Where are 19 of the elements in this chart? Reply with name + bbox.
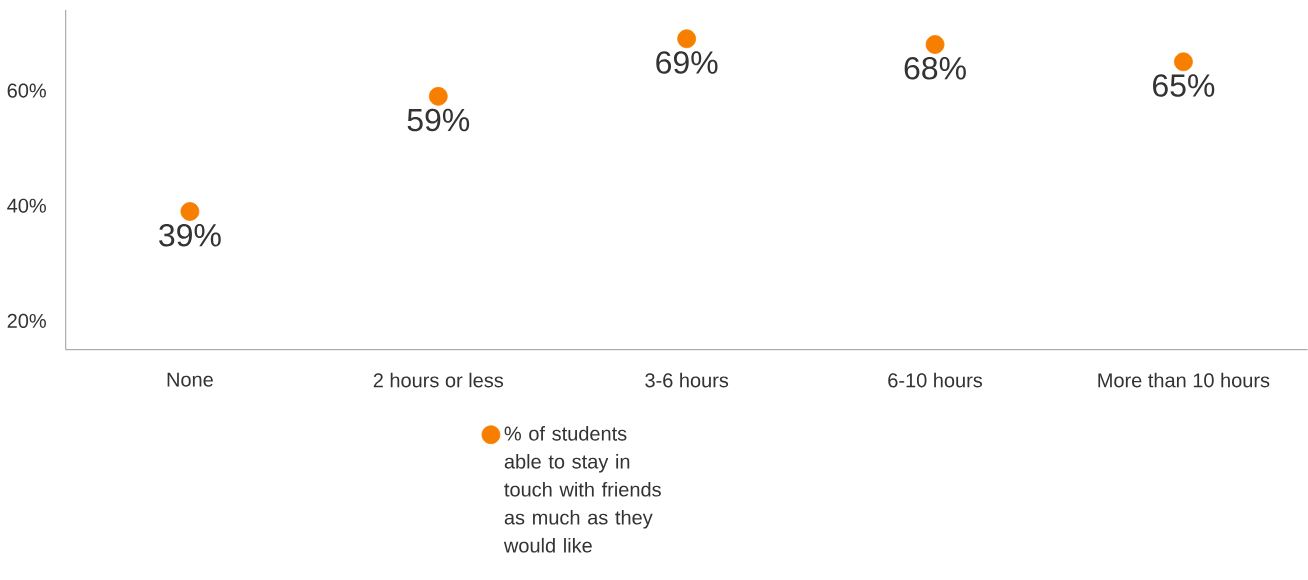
point — [925, 34, 945, 54]
data-label: 59% — [407, 108, 470, 132]
point — [180, 201, 200, 221]
x-tick-label: 6-10 hours — [888, 372, 983, 388]
x-tick-label: 3-6 hours — [645, 372, 729, 388]
x-tick-label: 2 hours or less — [373, 372, 504, 388]
point — [428, 86, 448, 106]
data-label: 69% — [656, 50, 718, 74]
y-tick-label: 60% — [7, 83, 46, 98]
point — [1174, 52, 1193, 71]
y-tick-label: 40% — [7, 198, 46, 213]
x-tick-label: More than 10 hours — [1098, 372, 1270, 388]
data-label: 65% — [1153, 73, 1215, 97]
legend-label: % of students able to stay in touch with friends as much as they would like — [503, 425, 661, 553]
y-tick-label: 20% — [7, 313, 46, 328]
x-tick-label: None — [167, 372, 213, 387]
data-label: 39% — [159, 223, 221, 247]
data-label: 68% — [904, 56, 966, 80]
point — [677, 29, 697, 48]
